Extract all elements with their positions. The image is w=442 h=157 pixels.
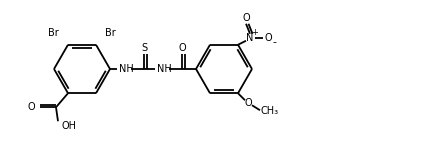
Text: NH: NH [156, 64, 171, 74]
Text: Br: Br [105, 28, 116, 38]
Text: O: O [27, 102, 35, 112]
Text: S: S [141, 43, 147, 53]
Text: CH₃: CH₃ [261, 106, 279, 116]
Text: OH: OH [62, 121, 77, 131]
Text: O: O [178, 43, 186, 53]
Text: -: - [272, 37, 276, 47]
Text: NH: NH [118, 64, 133, 74]
Text: N: N [246, 33, 254, 43]
Text: Br: Br [48, 28, 59, 38]
Text: O: O [242, 13, 250, 23]
Text: +: + [251, 28, 259, 37]
Text: O: O [264, 33, 272, 43]
Text: O: O [244, 98, 252, 108]
